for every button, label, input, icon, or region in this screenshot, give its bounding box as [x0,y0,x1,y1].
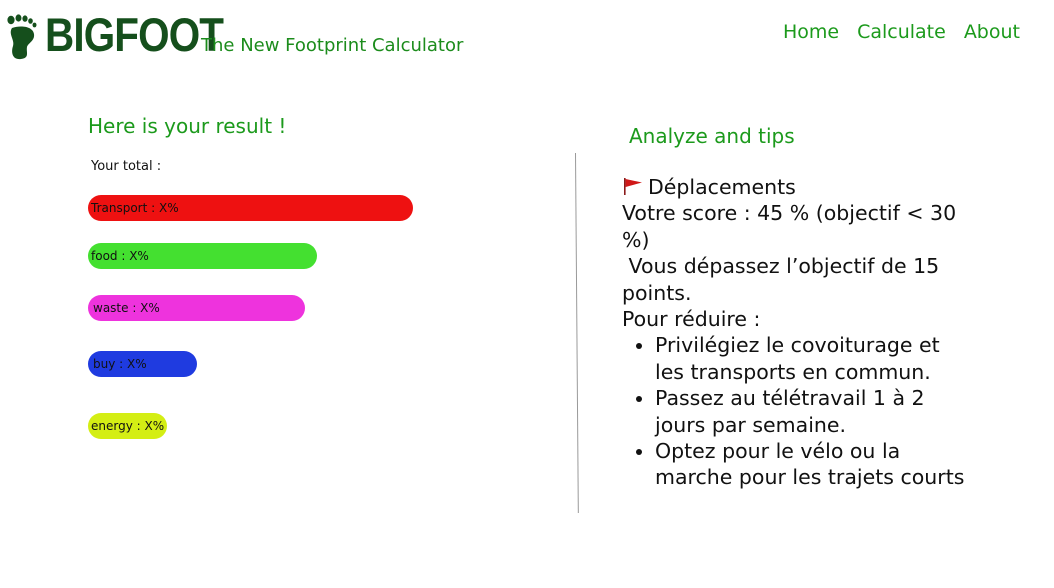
tips-category: Déplacements [622,174,972,200]
tips-list: Privilégiez le covoiturage et les transp… [622,332,972,490]
tips-category-label: Déplacements [648,175,796,199]
nav-home-link[interactable]: Home [782,21,840,43]
main-nav: Home Calculate About [783,20,1020,44]
total-label: Your total : [91,159,162,174]
nav-about-link[interactable]: About [963,21,1020,43]
result-title: Here is your result ! [88,114,287,138]
nav-calculate-link[interactable]: Calculate [857,21,946,43]
food-bar: food : X% [88,243,317,269]
tips-reduce-label: Pour réduire : [622,307,761,332]
list-item: Optez pour le vélo ou la marche pour les… [655,438,972,491]
red-flag-icon [624,178,642,195]
logo-text: BIGFOOT [45,8,224,61]
energy-bar: energy : X% [88,413,167,439]
column-divider [575,152,579,513]
waste-bar: waste : X% [88,295,305,321]
buy-bar: buy : X% [88,351,197,377]
tips-exceed: Vous dépassez l’objectif de 15 points. [622,254,946,305]
list-item: Passez au télétravail 1 à 2 jours par se… [655,385,972,438]
tips-score: Votre score : 45 % (objectif < 30 %) [622,201,957,252]
transport-bar: Transport : X% [88,195,413,221]
tagline: The New Footprint Calculator [201,35,464,56]
tips-title: Analyze and tips [629,124,795,148]
list-item: Privilégiez le covoiturage et les transp… [655,332,972,385]
footprint-icon [7,14,37,60]
tips-content: Déplacements Votre score : 45 % (objecti… [622,174,972,491]
